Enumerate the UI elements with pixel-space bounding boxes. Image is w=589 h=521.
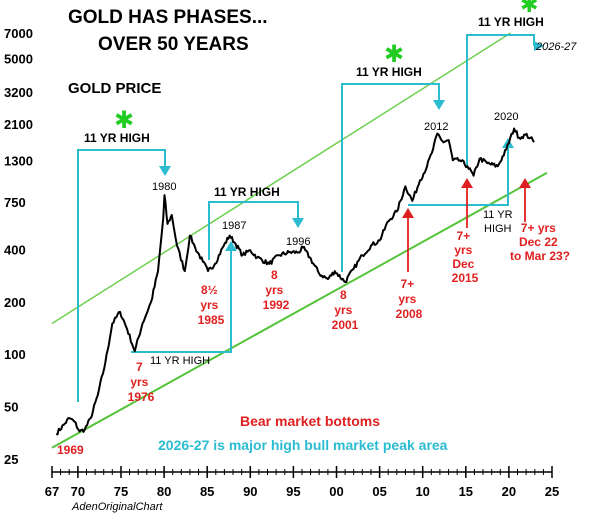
bottom-label-2015: 7+ yrs Dec 2015 xyxy=(452,229,479,285)
bottom-label-2023: 7+ yrs Dec 22 to Mar 23? xyxy=(510,221,570,263)
arrowhead-2026 xyxy=(534,41,544,51)
x-tick-label: 00 xyxy=(329,484,343,499)
bottom-arrow-2008 xyxy=(402,208,414,218)
bottom-label-1985: 8½ yrs 1985 xyxy=(198,283,225,327)
gold-price-line xyxy=(55,127,535,436)
legend-bear-market-bottoms: Bear market bottoms xyxy=(240,413,380,429)
lower-trend-line xyxy=(51,172,548,449)
arrowhead-1996 xyxy=(292,218,304,228)
phase-label-1985: 11 YR HIGH xyxy=(214,185,280,199)
bottom-label-1969: 1969 xyxy=(57,443,84,457)
phase-bracket-2008 xyxy=(408,145,509,206)
bottom-arrows xyxy=(402,178,531,272)
arrowhead-2012 xyxy=(433,100,445,110)
star-icon: ✱ xyxy=(384,40,404,68)
phase-brackets xyxy=(77,34,535,402)
peak-label-2012: 2012 xyxy=(424,121,448,133)
gold-price-label: GOLD PRICE xyxy=(68,80,161,97)
forecast-label: 2026-27 xyxy=(535,41,577,53)
y-tick-label: 750 xyxy=(4,195,26,210)
bottom-label-2001: 8 yrs 2001 xyxy=(332,288,359,332)
peak-label-1980: 1980 xyxy=(152,181,176,193)
y-axis-ticks: 7000 5000 3200 2100 1300 750 400 200 100 50 25 xyxy=(4,26,33,467)
phase-bracket-1969 xyxy=(77,149,166,402)
star-icon: ✱ xyxy=(114,106,134,134)
y-tick-label: 7000 xyxy=(4,26,33,41)
x-tick-label: 85 xyxy=(200,484,214,499)
y-tick-label: 400 xyxy=(4,242,26,257)
x-tick-label: 15 xyxy=(459,484,473,499)
phase-label-2008-b: HIGH xyxy=(484,223,512,235)
bottom-arrow-2015 xyxy=(461,178,473,188)
x-tick-label: 90 xyxy=(243,484,257,499)
chart-title-line2: OVER 50 YEARS xyxy=(98,34,249,55)
y-tick-label: 200 xyxy=(4,295,26,310)
chart-title-line1: GOLD HAS PHASES... xyxy=(68,7,268,28)
y-tick-label: 3200 xyxy=(4,85,33,100)
phase-label-2001: 11 YR HIGH xyxy=(356,65,422,79)
legend-peak-area: 2026-27 is major high bull market peak a… xyxy=(158,437,448,453)
bottom-label-1992: 8 yrs 1992 xyxy=(263,268,290,312)
x-tick-label: 70 xyxy=(71,484,85,499)
x-tick-label: 20 xyxy=(502,484,516,499)
phase-bracket-2015 xyxy=(466,34,535,168)
phase-bracket-1985 xyxy=(208,201,299,260)
bottom-arrow-2023 xyxy=(519,178,531,188)
y-tick-label: 5000 xyxy=(4,51,33,66)
x-tick-label: 80 xyxy=(157,484,171,499)
phase-label-1969: 11 YR HIGH xyxy=(84,131,150,145)
peak-label-2020: 2020 xyxy=(494,111,518,123)
y-tick-label: 1300 xyxy=(4,153,33,168)
y-tick-label: 50 xyxy=(4,400,18,415)
peak-label-1987: 1987 xyxy=(222,220,246,232)
arrowhead-1987 xyxy=(225,241,237,251)
phase-bracket-2001 xyxy=(341,83,440,272)
phase-label-2015: 11 YR HIGH xyxy=(478,15,544,29)
x-tick-label: 67 xyxy=(45,484,59,499)
chart-credit: AdenOriginalChart xyxy=(71,501,163,513)
star-icon: ✱ xyxy=(520,0,538,18)
peak-label-1996: 1996 xyxy=(286,236,310,248)
bottom-label-1976: 7 yrs 1976 xyxy=(128,360,155,404)
bottom-label-2008: 7+ yrs 2008 xyxy=(396,277,423,321)
y-tick-label: 2100 xyxy=(4,117,33,132)
x-tick-label: 95 xyxy=(286,484,300,499)
arrowhead-1980 xyxy=(159,166,171,176)
x-tick-label: 10 xyxy=(415,484,429,499)
y-tick-label: 25 xyxy=(4,452,18,467)
x-tick-label: 05 xyxy=(372,484,386,499)
x-axis-ticks: 67 70 75 80 85 90 95 00 05 10 15 20 25 xyxy=(45,466,559,499)
phase-label-1976: 11 YR HIGH xyxy=(150,355,210,367)
phase-label-2008: 11 YR xyxy=(483,209,513,221)
upper-trend-line xyxy=(51,32,512,325)
x-tick-label: 75 xyxy=(114,484,128,499)
x-tick-label: 25 xyxy=(545,484,559,499)
y-tick-label: 100 xyxy=(4,347,26,362)
phase-bracket-1976 xyxy=(131,248,232,353)
